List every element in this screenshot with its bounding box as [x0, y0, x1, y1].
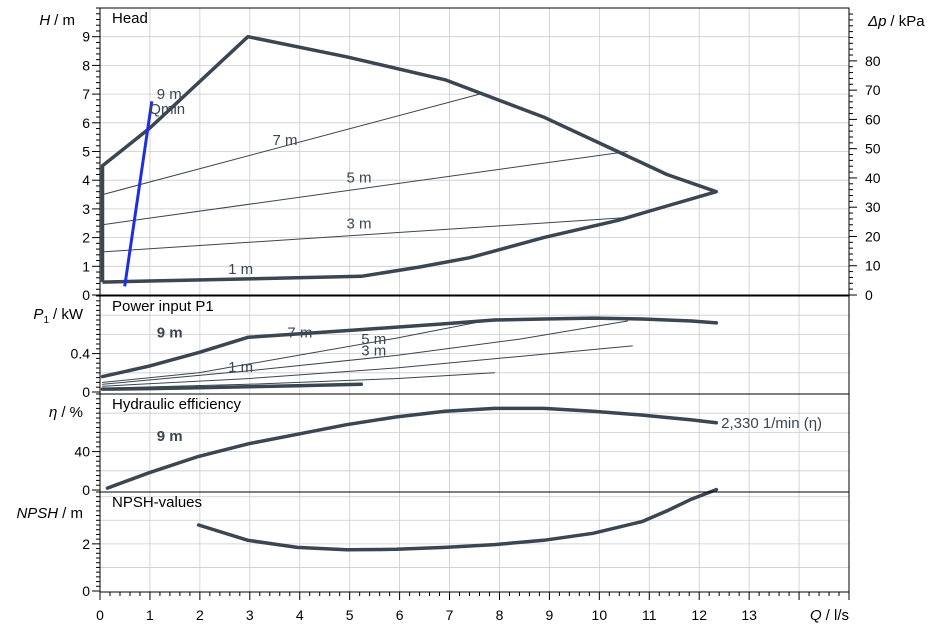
y-axis-subscript: 1: [43, 315, 49, 326]
series-line: [102, 372, 495, 389]
series-layer: [100, 34, 719, 552]
y-tick-label: 5: [82, 144, 90, 160]
y-axis-label: H / m: [39, 12, 75, 29]
x-axis-unit: / l/s: [826, 607, 849, 624]
y2-tick-label: 30: [865, 199, 881, 215]
y-axis-symbol: NPSH: [16, 505, 58, 522]
x-tick-label: 6: [396, 607, 404, 623]
panel-title: Hydraulic efficiency: [112, 396, 241, 413]
series-line: [100, 382, 364, 391]
x-tick-label: 8: [496, 607, 504, 623]
y2-tick-label: 40: [865, 170, 881, 186]
y-axis-unit: / %: [61, 404, 83, 421]
y-axis-unit: / m: [62, 505, 83, 522]
series-line: [102, 345, 633, 387]
y-tick-label: 1: [82, 258, 90, 274]
curve-label: 2,330 1/min (η): [721, 415, 822, 432]
y-tick-label: 6: [82, 115, 90, 131]
curve-label: 7 m: [287, 324, 312, 341]
qmin-line: [123, 101, 154, 287]
curve-label: 3 m: [361, 343, 386, 360]
y-tick-label: 0: [82, 384, 90, 400]
x-tick-label: 3: [246, 607, 254, 623]
curve-label: 1 m: [228, 359, 253, 376]
y-axis-label: P1 / kW: [33, 306, 83, 326]
y-tick-label: 8: [82, 57, 90, 73]
x-axis-label: Q / l/s: [810, 607, 849, 624]
y2-tick-label: 50: [865, 141, 881, 157]
curve-label: 1 m: [228, 261, 253, 278]
y2-axis-label: Δp / kPa: [867, 13, 925, 30]
y2-axis-unit: / kPa: [890, 13, 925, 30]
panel-title: NPSH-values: [112, 494, 202, 511]
y-tick-label: 9: [82, 29, 90, 45]
y-axis-unit: / m: [54, 12, 75, 29]
qmin-label: Qmin: [149, 101, 185, 118]
y2-tick-label: 70: [865, 82, 881, 98]
y-tick-label: 0: [82, 583, 90, 599]
y-tick-label: 2: [82, 230, 90, 246]
series-line: [196, 487, 719, 552]
frame-layer: [92, 7, 857, 600]
y-axis-label: NPSH / m: [16, 505, 83, 522]
curve-label: 9 m: [157, 86, 182, 103]
y-axis-symbol: H: [39, 12, 50, 29]
y-tick-label: 40: [74, 444, 90, 460]
x-tick-label: 0: [96, 607, 104, 623]
grid-layer: [100, 8, 849, 592]
x-tick-label: 1: [146, 607, 154, 623]
curve-label: 9 m: [157, 324, 183, 341]
y2-tick-label: 60: [865, 111, 881, 127]
panel-title: Power input P1: [112, 298, 214, 315]
x-tick-label: 4: [296, 607, 304, 623]
y2-tick-label: 0: [865, 287, 873, 303]
y2-tick-label: 10: [865, 258, 881, 274]
x-tick-label: 12: [691, 607, 707, 623]
y-tick-label: 0: [82, 287, 90, 303]
y-tick-label: 3: [82, 201, 90, 217]
control-line-3m: [102, 217, 628, 253]
curve-label: 9 m: [157, 428, 183, 445]
series-line: [102, 321, 481, 383]
y-axis-symbol: η: [49, 404, 57, 421]
head-envelope-curve: [100, 34, 719, 284]
series-line: [105, 406, 719, 490]
series-line: [102, 320, 628, 385]
y-tick-label: 2: [82, 536, 90, 552]
y-tick-label: 0: [82, 482, 90, 498]
y2-tick-label: 20: [865, 228, 881, 244]
y-tick-label: 4: [82, 172, 90, 188]
series-line: [100, 316, 719, 379]
x-tick-label: 5: [346, 607, 354, 623]
x-tick-label: 7: [446, 607, 454, 623]
curve-label: 7 m: [273, 132, 298, 149]
y-axis-unit: / kW: [53, 306, 84, 323]
panel-frame: [99, 491, 850, 593]
curve-label: 5 m: [347, 169, 372, 186]
x-tick-label: 9: [546, 607, 554, 623]
panel-title: Head: [112, 10, 148, 27]
x-axis-symbol: Q: [810, 607, 822, 624]
y2-axis-symbol: Δp: [867, 13, 886, 30]
y2-tick-label: 80: [865, 53, 881, 69]
y-axis-symbol: P: [33, 306, 43, 323]
curve-label: 5 m: [361, 331, 386, 348]
y-tick-label: 0.4: [71, 346, 91, 362]
curve-label: 3 m: [347, 215, 372, 232]
x-tick-label: 13: [741, 607, 757, 623]
x-tick-label: 10: [592, 607, 608, 623]
y-tick-label: 7: [82, 86, 90, 102]
control-line-7m: [102, 93, 480, 196]
control-line-5m: [102, 151, 628, 226]
x-tick-label: 2: [196, 607, 204, 623]
y-axis-label: η / %: [49, 404, 83, 421]
x-tick-label: 11: [642, 607, 657, 623]
